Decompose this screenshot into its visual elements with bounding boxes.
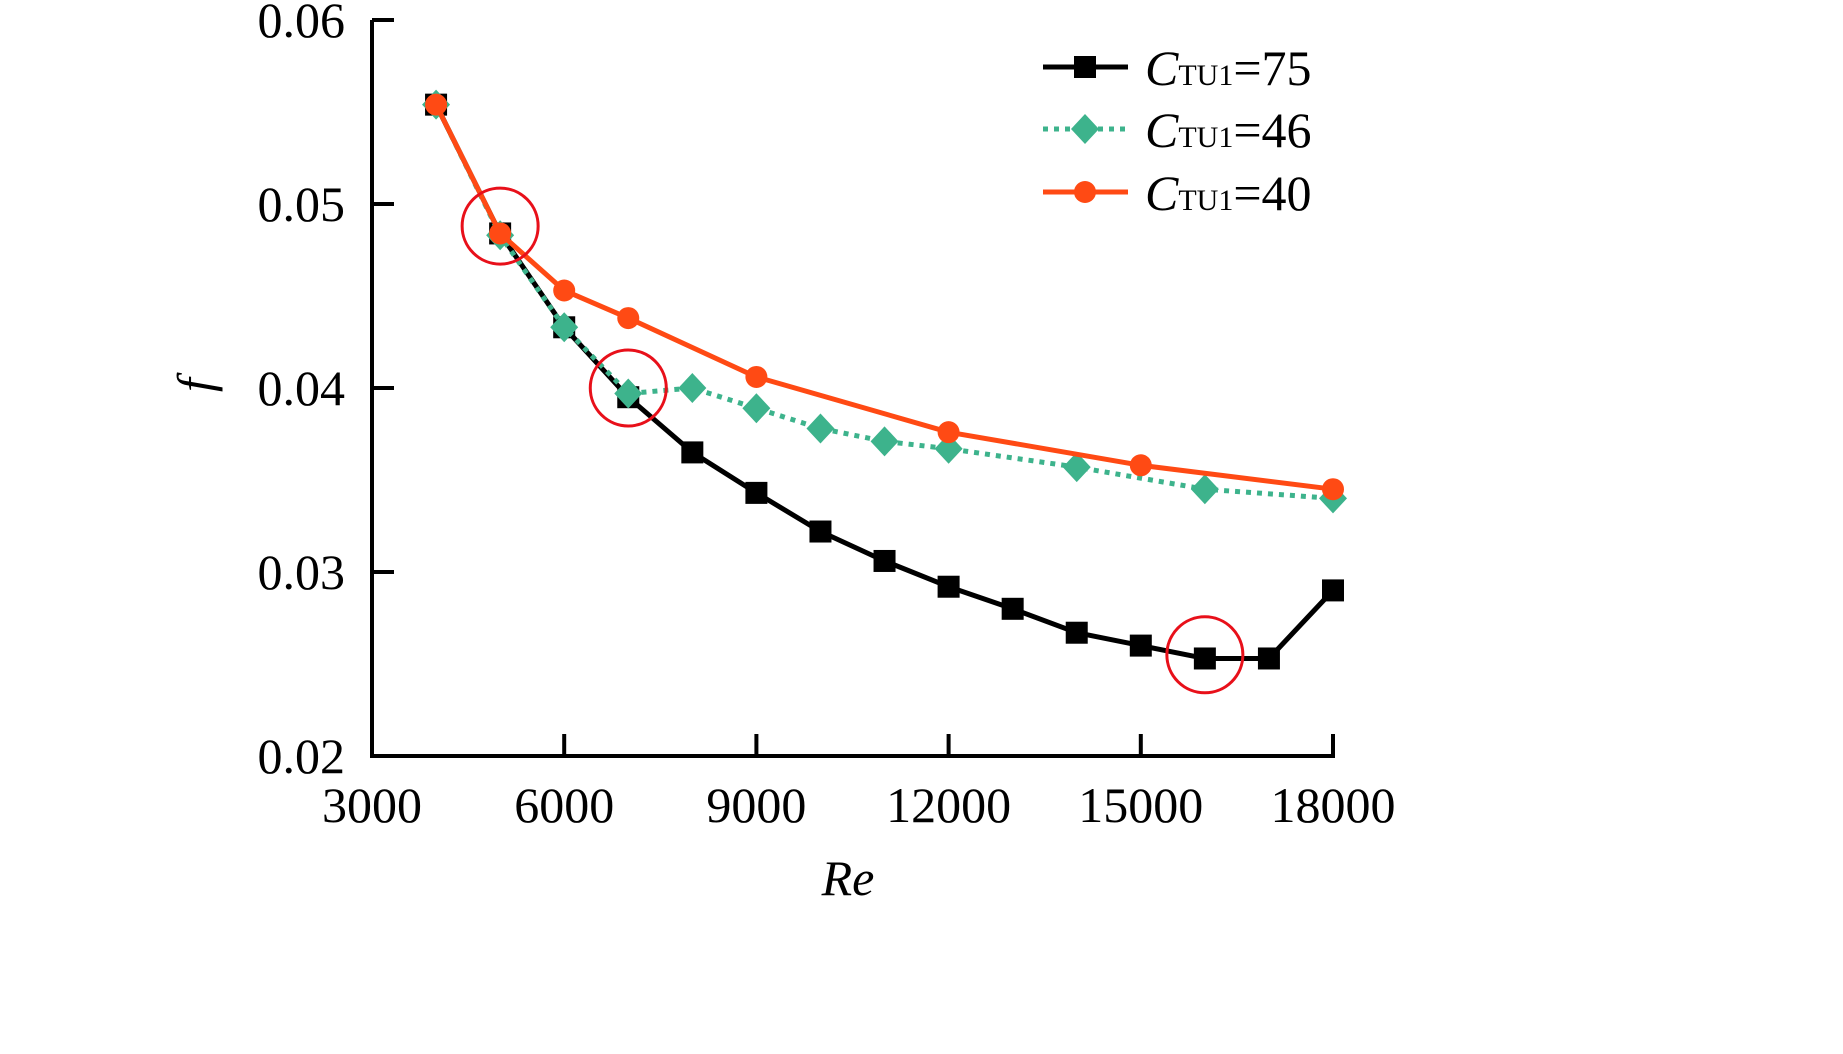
x-tick-label: 9000 (706, 777, 806, 833)
x-tick-label: 12000 (886, 777, 1011, 833)
legend-marker-square (1074, 56, 1096, 78)
data-point-diamond (870, 426, 899, 457)
x-axis-title: Re (821, 850, 875, 906)
legend-label-symbol: C (1145, 102, 1179, 158)
y-tick-label: 0.03 (258, 544, 346, 600)
annotation-circles (460, 186, 1245, 695)
data-point-square (1001, 597, 1024, 620)
data-point-square (809, 520, 832, 543)
data-point-circle (617, 307, 640, 330)
legend-label-value: =75 (1233, 40, 1311, 96)
legend-label-subscript: TU1 (1178, 184, 1233, 217)
data-point-circle (489, 222, 512, 245)
legend-label: CTU1=75 (1145, 40, 1312, 96)
data-point-circle (553, 279, 576, 302)
legend-label-subscript: TU1 (1178, 121, 1233, 154)
data-point-diamond (742, 393, 771, 424)
legend-label: CTU1=46 (1145, 102, 1312, 158)
legend-label-symbol: C (1145, 165, 1179, 221)
data-point-diamond (550, 312, 579, 343)
series-group (422, 89, 1347, 670)
data-point-circle (1322, 478, 1344, 501)
x-tick-label: 3000 (322, 777, 422, 833)
data-point-circle (1129, 454, 1152, 477)
highlight-circle (460, 186, 540, 266)
legend-entry: CTU1=46 (1043, 102, 1312, 158)
legend-entry: CTU1=40 (1043, 165, 1312, 221)
data-point-square (1065, 621, 1088, 644)
y-tick-label: 0.04 (258, 360, 346, 416)
data-point-circle (425, 93, 448, 116)
data-point-square (681, 441, 704, 464)
data-point-circle (745, 365, 768, 388)
y-tick-label: 0.06 (258, 0, 346, 48)
legend-marker-diamond (1071, 114, 1099, 144)
y-tick-label: 0.02 (258, 728, 346, 784)
x-tick-label: 15000 (1078, 777, 1203, 833)
x-tick-label: 6000 (514, 777, 614, 833)
series-75 (425, 93, 1344, 670)
data-point-square (1193, 647, 1216, 670)
legend-label-symbol: C (1145, 40, 1179, 96)
y-axis-title: f (167, 372, 223, 392)
legend-label-value: =46 (1233, 102, 1311, 158)
data-point-diamond (934, 433, 963, 464)
data-point-diamond (614, 378, 643, 409)
data-point-circle (937, 421, 960, 444)
legend-label: CTU1=40 (1145, 165, 1312, 221)
series-line (433, 103, 1334, 501)
highlight-circle (1165, 615, 1245, 695)
tick-labels: 0.02 0.03 0.04 0.05 0.06 3000 6000 9000 12000 150… (258, 0, 1396, 833)
data-point-square (745, 481, 768, 504)
data-point-square (873, 549, 896, 572)
axes (370, 18, 1335, 758)
data-point-diamond (678, 373, 707, 403)
series-40 (425, 93, 1344, 501)
data-point-diamond (806, 413, 835, 444)
data-point-square (1322, 579, 1344, 602)
legend-entry: CTU1=75 (1043, 40, 1312, 96)
data-point-square (1129, 634, 1152, 657)
data-point-square (1257, 647, 1280, 670)
highlight-circle (588, 348, 668, 428)
data-point-square (937, 575, 960, 598)
data-point-diamond (1062, 452, 1091, 483)
x-tick-label: 18000 (1271, 777, 1396, 833)
legend-label-value: =40 (1233, 165, 1311, 221)
legend-marker-circle (1074, 181, 1096, 203)
legend-label-subscript: TU1 (1178, 59, 1233, 92)
series-line (433, 103, 1334, 492)
y-tick-label: 0.05 (258, 176, 346, 232)
data-point-diamond (1190, 474, 1219, 505)
